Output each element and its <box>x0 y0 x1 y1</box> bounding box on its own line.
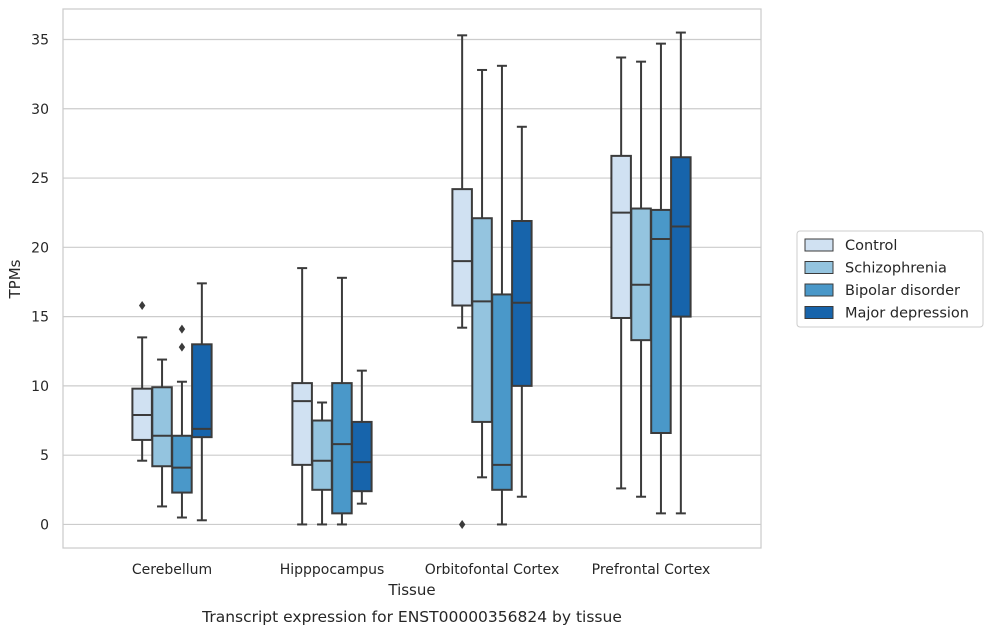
y-ticks: 0 5 10 15 20 25 30 35 <box>31 32 49 533</box>
legend: Control Schizophrenia Bipolar disorder Majo… <box>796 230 984 328</box>
x-tick-label: Orbitofontal Cortex <box>425 562 560 578</box>
box-iqr <box>291 382 313 466</box>
box-bipolar-disorder <box>171 324 193 519</box>
y-tick-label: 10 <box>31 379 49 395</box>
box-major-depression <box>511 125 533 498</box>
chart-caption: Transcript expression for ENST0000035682… <box>201 608 622 626</box>
box-iqr <box>610 154 632 319</box>
box-control <box>131 301 153 462</box>
box-iqr <box>670 156 692 318</box>
box-schizophrenia <box>311 401 333 526</box>
box-major-depression <box>670 31 692 515</box>
box-major-depression <box>351 369 373 505</box>
y-axis-label: TPMs <box>6 259 24 299</box>
box-iqr <box>191 343 213 439</box>
x-ticks: Cerebellum Hipppocampus Orbitofontal Corte… <box>132 562 710 578</box>
x-tick-label: Prefrontal Cortex <box>592 562 711 578</box>
box-major-depression <box>191 282 213 522</box>
plot-frame <box>62 8 762 549</box>
box-schizophrenia <box>151 358 173 508</box>
outlier-point <box>178 342 186 352</box>
outlier-point <box>138 301 146 311</box>
box-control <box>451 34 473 529</box>
box-bipolar-disorder <box>650 42 672 515</box>
box-iqr <box>311 419 333 491</box>
legend-swatch <box>804 306 834 319</box>
y-tick-label: 0 <box>40 517 49 533</box>
x-tick-label: Hipppocampus <box>280 562 385 578</box>
box-iqr <box>451 188 473 307</box>
outlier-point <box>458 519 466 529</box>
box-iqr <box>650 208 672 434</box>
legend-label: Schizophrenia <box>845 261 947 277</box>
box-schizophrenia <box>630 60 652 498</box>
box-schizophrenia <box>471 68 493 479</box>
legend-label: Major depression <box>845 306 969 322</box>
box-iqr <box>351 420 373 493</box>
box-bipolar-disorder <box>491 64 513 526</box>
box-iqr <box>151 386 173 468</box>
legend-frame <box>796 230 984 328</box>
legend-label: Control <box>845 238 897 254</box>
box-control <box>291 267 313 526</box>
y-tick-label: 20 <box>31 240 49 256</box>
box-iqr <box>491 293 513 491</box>
y-tick-label: 25 <box>31 171 49 187</box>
box-bipolar-disorder <box>331 276 353 526</box>
box-iqr <box>331 382 353 515</box>
outlier-point <box>178 324 186 334</box>
legend-swatch <box>804 283 834 297</box>
box-control <box>610 56 632 490</box>
y-tick-label: 5 <box>40 448 49 464</box>
legend-label: Bipolar disorder <box>845 283 960 299</box>
y-tick-label: 15 <box>31 310 49 326</box>
legend-swatch <box>804 238 834 252</box>
x-axis-label: Tissue <box>387 581 435 599</box>
box-iqr <box>630 207 652 342</box>
y-tick-label: 30 <box>31 102 49 118</box>
box-iqr <box>171 434 193 494</box>
legend-swatch <box>804 261 834 274</box>
x-tick-label: Cerebellum <box>132 562 212 578</box>
y-tick-label: 35 <box>31 32 49 48</box>
box-iqr <box>471 217 493 423</box>
boxes <box>131 31 692 529</box>
